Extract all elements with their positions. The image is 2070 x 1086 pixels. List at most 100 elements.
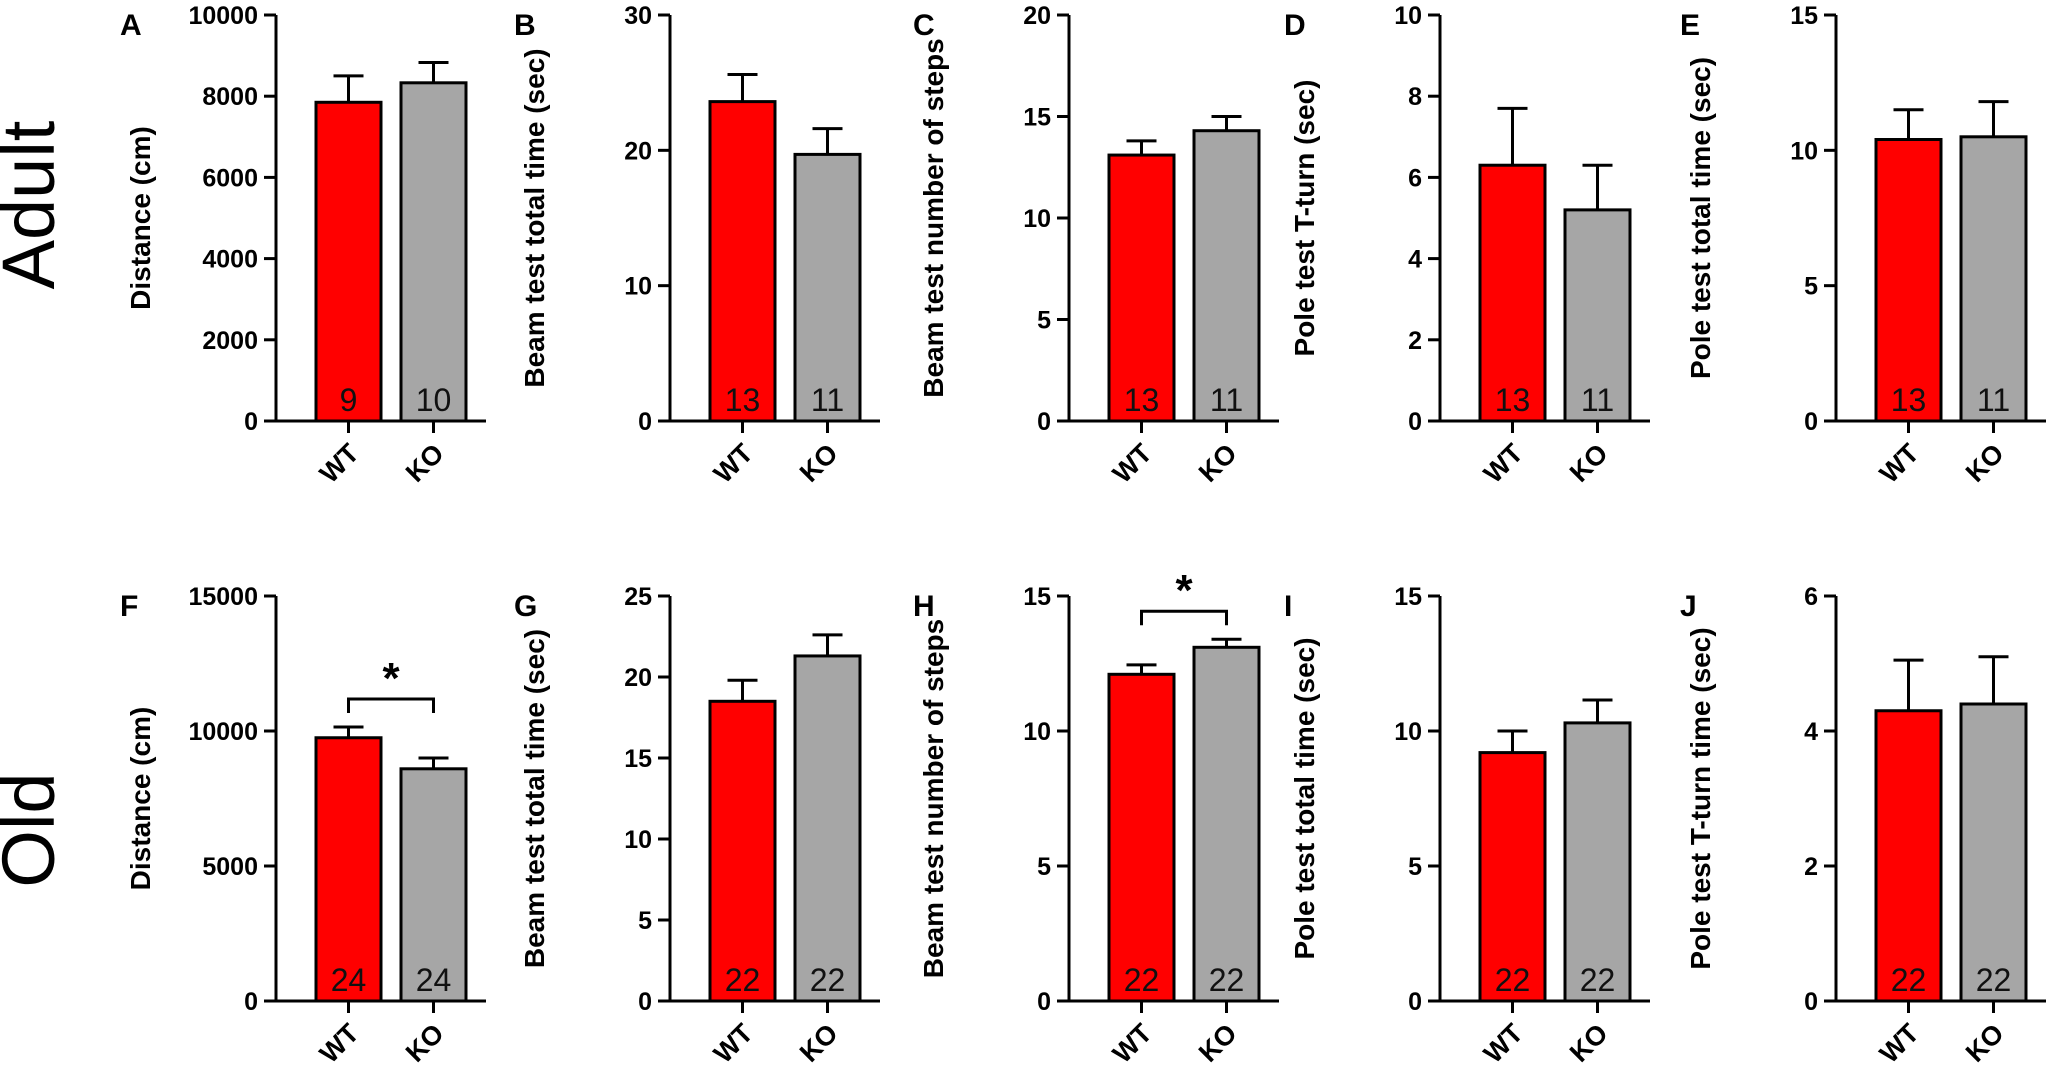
x-tick-label-ko: KO (1193, 1018, 1243, 1068)
bar-wt (314, 100, 383, 423)
y-tick-label: 0 (638, 408, 652, 436)
n-label-wt: 13 (1124, 382, 1160, 418)
x-tick-label-wt: WT (1478, 1018, 1529, 1069)
bar-wt (1874, 709, 1943, 1003)
y-tick-label: 5 (1037, 307, 1051, 335)
n-label-wt: 22 (725, 962, 761, 998)
bar-wt (1478, 751, 1547, 1003)
row-label-old: Old (0, 772, 70, 887)
y-tick-label: 0 (638, 988, 652, 1016)
bar-wt (1107, 672, 1176, 1003)
panel-letter: H (913, 590, 935, 623)
row-label-adult: Adult (0, 120, 70, 289)
bar-ko (1959, 702, 2028, 1003)
y-tick-label: 10 (1394, 2, 1422, 30)
n-label-ko: 22 (810, 962, 846, 998)
n-label-ko: 11 (1977, 382, 2010, 418)
panel-letter: E (1680, 9, 1700, 42)
y-tick-label: 0 (244, 988, 258, 1016)
bar-ko (793, 654, 862, 1003)
y-tick-label: 0 (1037, 408, 1051, 436)
y-tick-label: 15 (624, 745, 652, 773)
significance-bracket (347, 697, 435, 713)
n-label-wt: 9 (340, 382, 358, 418)
bar-wt (708, 100, 777, 423)
x-tick-label-ko: KO (400, 438, 450, 488)
x-tick-label-ko: KO (1564, 1018, 1614, 1068)
y-tick-label: 5 (638, 907, 652, 935)
n-label-wt: 13 (725, 382, 761, 418)
n-label-ko: 22 (1209, 962, 1245, 998)
y-axis-label: Pole test total time (sec) (1685, 57, 1716, 379)
bar-wt (708, 699, 777, 1003)
bar-wt (1874, 138, 1943, 423)
y-tick-label: 6 (1804, 583, 1818, 611)
bar-ko (793, 152, 862, 423)
bar-ko (1563, 208, 1632, 423)
y-tick-label: 10 (1394, 718, 1422, 746)
y-axis-label: Pole test T-turn (sec) (1289, 80, 1320, 357)
y-tick-label: 5 (1804, 273, 1818, 301)
y-tick-label: 2 (1408, 327, 1422, 355)
y-axis-label: Beam test total time (sec) (519, 48, 550, 387)
n-label-ko: 11 (1581, 382, 1614, 418)
x-tick-label-ko: KO (400, 1018, 450, 1068)
x-tick-label-wt: WT (314, 1018, 365, 1069)
y-tick-label: 0 (1804, 988, 1818, 1016)
y-tick-label: 8000 (202, 83, 258, 111)
y-tick-label: 0 (244, 408, 258, 436)
significance-bracket (1140, 609, 1228, 626)
y-axis-label: Pole test total time (sec) (1289, 637, 1320, 959)
y-tick-label: 0 (1408, 408, 1422, 436)
y-tick-label: 15 (1790, 2, 1818, 30)
bar-ko (1192, 645, 1261, 1003)
y-tick-label: 5 (1408, 853, 1422, 881)
n-label-wt: 24 (331, 962, 367, 998)
y-tick-label: 2000 (202, 327, 258, 355)
panel-letter: D (1284, 9, 1306, 42)
panel-letter: A (120, 9, 142, 42)
x-tick-label-ko: KO (1960, 1018, 2010, 1068)
y-tick-label: 4 (1804, 718, 1818, 746)
y-tick-label: 0 (1408, 988, 1422, 1016)
n-label-wt: 22 (1495, 962, 1531, 998)
panel-b: B Beam test total time (sec) 13 WT 11 KO 0 10 20… (514, 2, 880, 489)
n-label-ko: 11 (811, 382, 844, 418)
y-tick-label: 10 (1790, 137, 1818, 165)
y-tick-label: 5000 (202, 853, 258, 881)
y-tick-label: 20 (624, 664, 652, 692)
panel-d: D Pole test T-turn (sec) 13 WT 11 KO 0 2 4 6 8 10 (1284, 2, 1650, 489)
y-tick-label: 10 (1023, 718, 1051, 746)
bar-ko (1959, 135, 2028, 423)
panel-g: G Beam test total time (sec) 22 WT 22 KO 0 5 10 1… (514, 583, 880, 1069)
y-axis-label: Pole test T-turn time (sec) (1685, 627, 1716, 969)
y-axis-label: Distance (cm) (125, 126, 156, 310)
y-tick-label: 15 (1023, 104, 1051, 132)
n-label-wt: 13 (1891, 382, 1927, 418)
y-axis-label: Distance (cm) (125, 707, 156, 891)
y-tick-label: 20 (624, 137, 652, 165)
n-label-ko: 24 (416, 962, 452, 998)
x-tick-label-ko: KO (1564, 438, 1614, 488)
n-label-wt: 22 (1891, 962, 1927, 998)
significance-star: * (1175, 566, 1193, 615)
x-tick-label-wt: WT (1107, 1018, 1158, 1069)
y-tick-label: 5 (1037, 853, 1051, 881)
x-tick-label-ko: KO (1193, 438, 1243, 488)
y-tick-label: 10 (1023, 205, 1051, 233)
panel-letter: F (120, 590, 138, 623)
panel-letter: B (514, 9, 536, 42)
panel-a: A Distance (cm) 9 WT 10 KO 0 2000 4000 6000 8000 10… (120, 2, 486, 489)
bar-ko (1192, 129, 1261, 423)
y-axis-label: Beam test total time (sec) (519, 629, 550, 968)
y-tick-label: 0 (1804, 408, 1818, 436)
panel-letter: I (1284, 590, 1292, 623)
x-tick-label-ko: KO (794, 1018, 844, 1068)
n-label-ko: 10 (416, 382, 452, 418)
panel-i: I Pole test total time (sec) 22 WT 22 KO 0 5 10 1… (1284, 583, 1650, 1069)
x-tick-label-wt: WT (708, 1018, 759, 1069)
y-tick-label: 10 (624, 826, 652, 854)
